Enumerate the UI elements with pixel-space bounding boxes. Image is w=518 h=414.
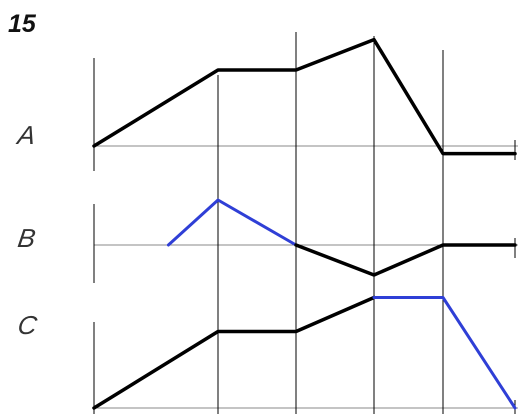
row-label-c: C [15,310,39,340]
row-label-a: A [15,120,38,150]
grid-lines [93,32,518,414]
curve-c-segment-1 [372,296,517,410]
curves [92,37,517,410]
curve-b-segment-0 [166,198,298,247]
curve-b-segment-1 [294,243,517,277]
curve-a-segment-0 [92,37,517,156]
figure-number: 15 [8,10,36,38]
curve-c-segment-0 [92,295,376,410]
row-label-b: B [15,223,38,253]
